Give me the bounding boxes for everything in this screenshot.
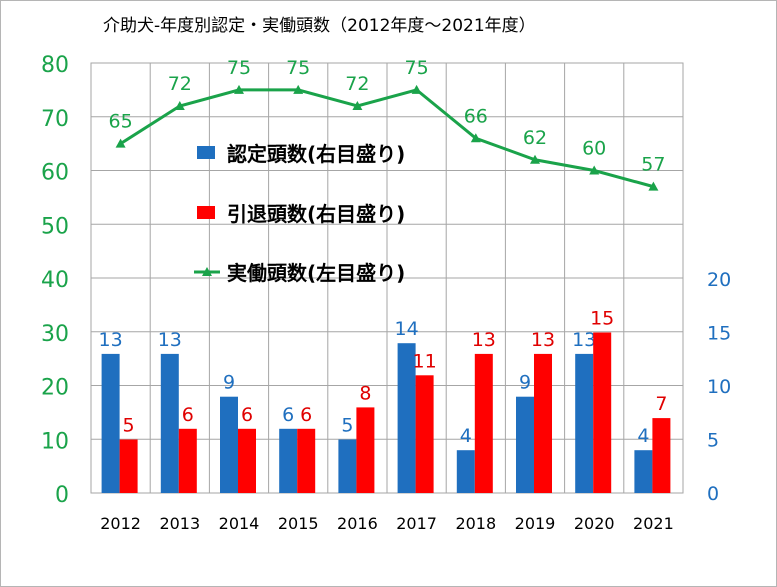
line-data-label: 72 xyxy=(345,73,369,95)
bar-data-label: 7 xyxy=(655,393,667,415)
legend-marker xyxy=(202,267,212,276)
x-axis-tick-label: 2019 xyxy=(515,514,556,533)
bar xyxy=(279,428,298,493)
line-data-label: 75 xyxy=(227,57,251,79)
line-data-label: 66 xyxy=(464,105,488,127)
bar-data-label: 15 xyxy=(590,308,614,330)
bar-data-label: 11 xyxy=(413,350,437,372)
line-series xyxy=(119,88,654,189)
line-point xyxy=(648,181,659,191)
line-data-label: 62 xyxy=(523,127,547,149)
bar xyxy=(178,428,197,493)
line-data-label: 72 xyxy=(168,73,192,95)
bar-data-label: 4 xyxy=(637,425,649,447)
bar xyxy=(397,343,416,493)
bar-data-label: 6 xyxy=(241,404,253,426)
right-axis-tick-label: 0 xyxy=(707,483,719,505)
line-data-label: 75 xyxy=(405,57,429,79)
bar xyxy=(338,439,357,493)
bar-data-label: 13 xyxy=(99,329,123,351)
bar xyxy=(456,450,475,493)
line-point xyxy=(589,165,600,175)
bar xyxy=(575,353,594,493)
left-axis-tick-label: 60 xyxy=(41,161,69,186)
bar-data-label: 9 xyxy=(223,372,235,394)
x-axis-tick-label: 2015 xyxy=(278,514,319,533)
left-axis-tick-label: 20 xyxy=(41,376,69,401)
bar-data-label: 13 xyxy=(472,329,496,351)
left-axis-tick-label: 50 xyxy=(41,214,69,239)
line-data-label: 60 xyxy=(582,138,606,160)
bar-data-label: 13 xyxy=(531,329,555,351)
bar xyxy=(474,353,493,493)
bar-data-label: 5 xyxy=(341,415,353,437)
line-point xyxy=(411,84,422,94)
x-axis-tick-label: 2016 xyxy=(337,514,378,533)
legend-label: 実働頭数(左目盛り) xyxy=(227,261,405,285)
bar-data-label: 9 xyxy=(519,372,531,394)
bar-data-label: 14 xyxy=(395,318,419,340)
bar xyxy=(593,332,612,493)
x-axis-tick-label: 2020 xyxy=(574,514,615,533)
line-data-label: 65 xyxy=(109,111,133,133)
right-axis-tick-label: 15 xyxy=(707,323,731,345)
line-point xyxy=(174,101,185,110)
bar-data-label: 13 xyxy=(572,329,596,351)
line-point xyxy=(293,84,304,94)
right-axis-tick-label: 5 xyxy=(707,430,719,452)
x-axis-tick-label: 2017 xyxy=(396,514,437,533)
chart-title: 介助犬-年度別認定・実働頭数（2012年度～2021年度） xyxy=(103,16,536,36)
left-axis-tick-label: 30 xyxy=(41,322,69,347)
line-data-label: 57 xyxy=(641,154,665,176)
bar xyxy=(101,353,120,493)
x-axis-tick-label: 2014 xyxy=(219,514,260,533)
bar xyxy=(516,396,534,493)
line-point xyxy=(115,138,126,148)
bar xyxy=(238,428,256,493)
left-axis-tick-label: 80 xyxy=(41,53,69,78)
x-axis-tick-label: 2018 xyxy=(455,514,496,533)
bar xyxy=(356,407,375,493)
bar xyxy=(119,439,138,493)
line-data-label: 75 xyxy=(286,57,310,79)
bar-data-label: 6 xyxy=(300,404,312,426)
left-axis-tick-label: 10 xyxy=(41,429,69,454)
bar xyxy=(160,353,179,493)
bar-data-label: 8 xyxy=(359,382,371,404)
bar xyxy=(297,428,316,493)
line-point xyxy=(352,101,363,110)
bar-data-label: 5 xyxy=(123,415,135,437)
bar xyxy=(415,375,434,493)
bar xyxy=(652,418,671,493)
left-axis-tick-label: 70 xyxy=(41,107,69,132)
x-axis-tick-label: 2021 xyxy=(633,514,674,533)
legend-label: 引退頭数(右目盛り) xyxy=(227,202,405,226)
line-point xyxy=(470,133,481,143)
line-point xyxy=(530,154,540,164)
bar xyxy=(534,353,552,493)
left-axis-tick-label: 40 xyxy=(41,268,69,293)
legend-swatch xyxy=(197,146,215,159)
x-axis-tick-label: 2013 xyxy=(159,514,200,533)
bar xyxy=(634,450,653,493)
bar-data-label: 6 xyxy=(282,404,294,426)
legend-swatch xyxy=(197,206,215,219)
left-axis-tick-label: 0 xyxy=(55,483,69,508)
bar-data-label: 13 xyxy=(158,329,182,351)
x-axis-tick-label: 2012 xyxy=(100,514,141,533)
bar-data-label: 6 xyxy=(182,404,194,426)
bar xyxy=(220,396,238,493)
right-axis-tick-label: 10 xyxy=(707,376,731,398)
bar-data-label: 4 xyxy=(460,425,472,447)
right-axis-tick-label: 20 xyxy=(707,269,731,291)
legend-label: 認定頭数(右目盛り) xyxy=(227,142,405,166)
line-point xyxy=(234,84,244,94)
